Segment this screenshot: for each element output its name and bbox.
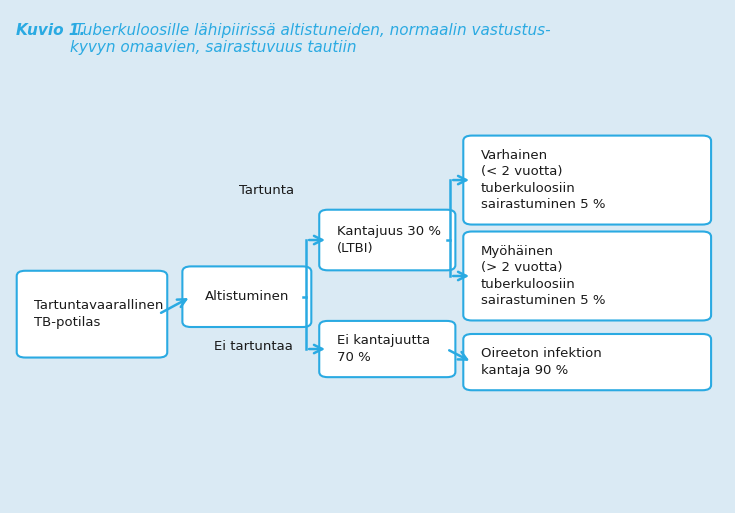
FancyBboxPatch shape [182, 266, 312, 327]
FancyBboxPatch shape [17, 271, 168, 358]
FancyBboxPatch shape [319, 210, 456, 270]
FancyBboxPatch shape [319, 321, 456, 377]
Text: Kantajuus 30 %
(LTBI): Kantajuus 30 % (LTBI) [337, 225, 440, 255]
FancyBboxPatch shape [463, 135, 711, 225]
Text: Altistuminen: Altistuminen [204, 290, 289, 303]
Text: Varhainen
(< 2 vuotta)
tuberkuloosiin
sairastuminen 5 %: Varhainen (< 2 vuotta) tuberkuloosiin sa… [481, 149, 605, 211]
FancyBboxPatch shape [463, 334, 711, 390]
FancyBboxPatch shape [463, 231, 711, 321]
Text: Tartuntavaarallinen
TB-potilas: Tartuntavaarallinen TB-potilas [34, 300, 163, 329]
Text: Ei tartuntaa: Ei tartuntaa [215, 340, 293, 353]
Text: Tartunta: Tartunta [239, 185, 294, 198]
Text: Tuberkuloosille lähipiirissä altistuneiden, normaalin vastustus-
kyvyn omaavien,: Tuberkuloosille lähipiirissä altistuneid… [70, 23, 551, 55]
Text: Oireeton infektion
kantaja 90 %: Oireeton infektion kantaja 90 % [481, 347, 601, 377]
Text: Kuvio 1.: Kuvio 1. [16, 23, 85, 38]
Text: Myöhäinen
(> 2 vuotta)
tuberkuloosiin
sairastuminen 5 %: Myöhäinen (> 2 vuotta) tuberkuloosiin sa… [481, 245, 605, 307]
Text: Ei kantajuutta
70 %: Ei kantajuutta 70 % [337, 334, 430, 364]
